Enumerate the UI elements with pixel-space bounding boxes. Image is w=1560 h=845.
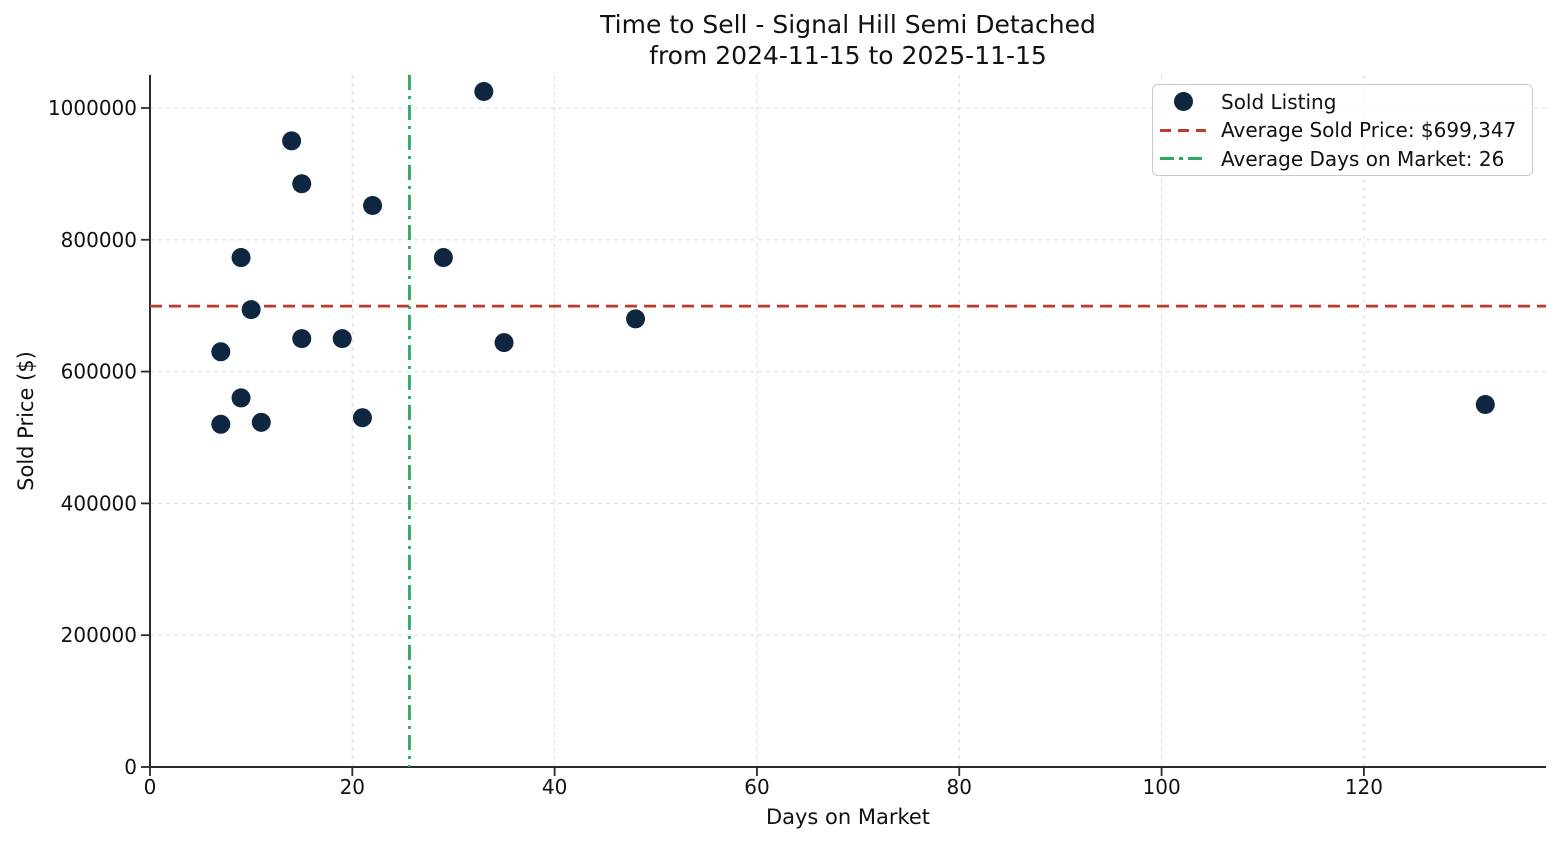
scatter-point <box>494 333 514 353</box>
y-tick-label: 200000 <box>61 623 137 647</box>
chart-title-line1: Time to Sell - Signal Hill Semi Detached <box>600 10 1096 39</box>
scatter-point <box>626 309 646 329</box>
x-tick-label: 60 <box>744 775 769 799</box>
legend-item-sold-listing: Sold Listing <box>1153 88 1532 116</box>
scatter-point <box>433 248 453 268</box>
legend-label-average-sold-price: Average Sold Price: $699,347 <box>1221 118 1517 142</box>
scatter-point <box>352 408 372 428</box>
scatter-point <box>292 329 312 349</box>
scatter-point <box>363 195 383 215</box>
scatter-point <box>211 414 231 434</box>
legend-label-sold-listing: Sold Listing <box>1221 89 1337 114</box>
average-price-dashed-line-icon <box>1159 128 1207 132</box>
scatter-point <box>231 388 251 408</box>
x-tick-label: 0 <box>144 775 157 799</box>
y-axis-label: Sold Price ($) <box>14 351 38 491</box>
scatter-point <box>292 174 312 194</box>
scatter-point <box>211 342 231 362</box>
scatter-point <box>332 329 352 349</box>
legend-item-average-sold-price: Average Sold Price: $699,347 <box>1153 116 1532 144</box>
y-tick-label: 0 <box>124 755 137 779</box>
y-tick-label: 400000 <box>61 491 137 515</box>
x-tick-label: 20 <box>340 775 365 799</box>
x-tick-label: 80 <box>947 775 972 799</box>
legend-label-average-days-on-market: Average Days on Market: 26 <box>1221 146 1505 171</box>
scatter-point <box>231 248 251 268</box>
legend: Sold Listing Average Sold Price: $699,34… <box>1152 84 1533 176</box>
x-tick-label: 100 <box>1143 775 1181 799</box>
y-tick-label: 800000 <box>61 228 137 252</box>
sold-listing-marker-icon <box>1159 92 1207 111</box>
chart-title-line2: from 2024-11-15 to 2025-11-15 <box>649 41 1047 70</box>
scatter-point <box>251 412 271 432</box>
x-tick-label: 120 <box>1345 775 1383 799</box>
average-days-dashdot-line-icon <box>1159 157 1207 160</box>
scatter-point <box>474 81 494 101</box>
scatter-point <box>282 131 302 151</box>
x-tick-label: 40 <box>542 775 567 799</box>
chart-title: Time to Sell - Signal Hill Semi Detached… <box>150 9 1546 71</box>
x-axis-label: Days on Market <box>765 805 931 829</box>
scatter-point <box>1475 395 1495 415</box>
legend-item-average-days-on-market: Average Days on Market: 26 <box>1153 145 1532 173</box>
y-tick-label: 600000 <box>61 360 137 384</box>
scatter-point <box>241 300 261 320</box>
y-tick-label: 1000000 <box>48 96 137 120</box>
